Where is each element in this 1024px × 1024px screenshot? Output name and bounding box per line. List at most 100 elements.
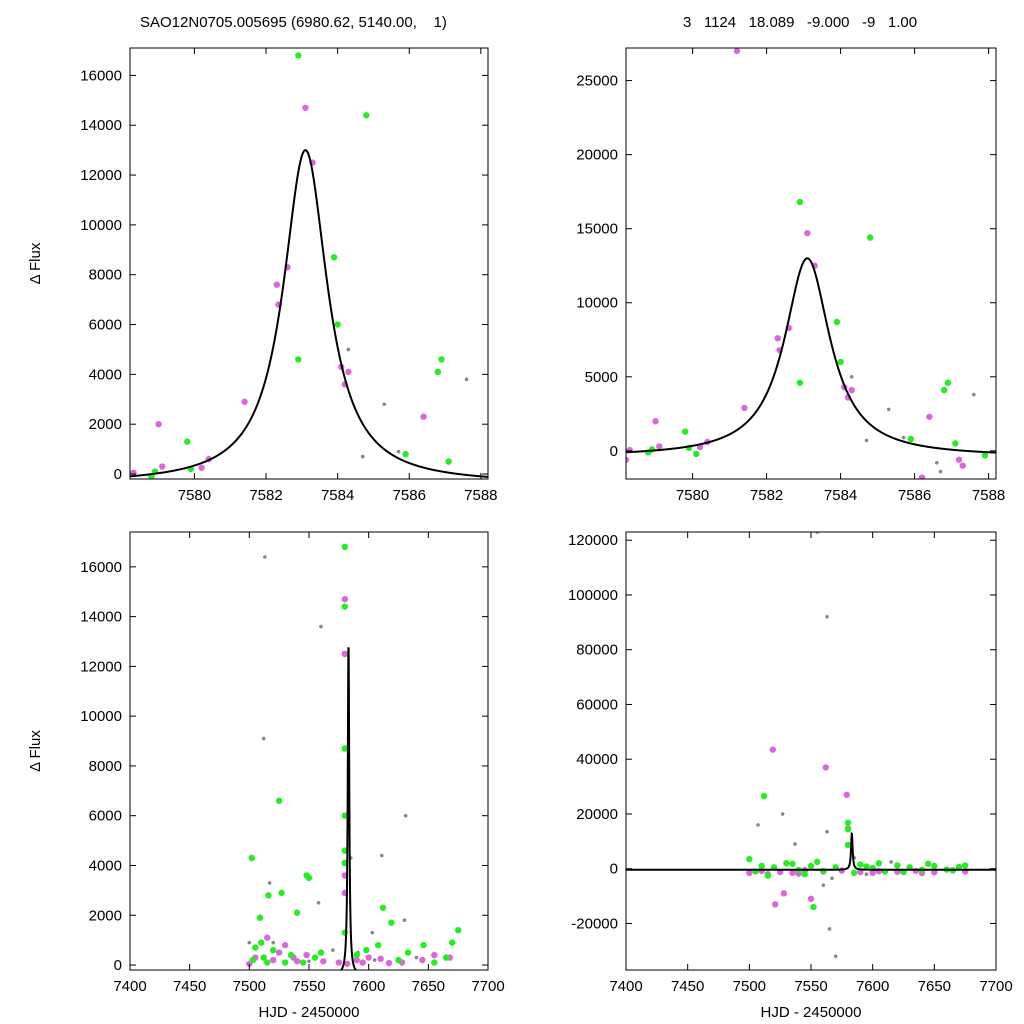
y-tick-label: 0 xyxy=(114,466,122,483)
y-tick-label: -20000 xyxy=(571,915,618,932)
data-point-green xyxy=(760,792,768,800)
plot-area-2 xyxy=(626,48,996,479)
data-point-gray xyxy=(935,460,939,465)
data-point-green xyxy=(264,959,271,966)
data-point-gray xyxy=(833,954,838,959)
y-tick-label: 10000 xyxy=(80,708,122,725)
y-tick-label: 0 xyxy=(610,443,618,460)
data-point-gray xyxy=(346,347,351,352)
plot-area-3 xyxy=(246,543,462,970)
data-point-green xyxy=(395,956,402,964)
y-tick-label: 0 xyxy=(610,861,618,878)
data-point-gray xyxy=(821,883,826,887)
data-point-magenta xyxy=(273,281,280,288)
y-tick-label: 12000 xyxy=(80,658,122,675)
y-tick-label: 6000 xyxy=(89,808,122,825)
data-point-magenta xyxy=(303,951,310,959)
data-point-green xyxy=(281,959,289,966)
plot-area-1 xyxy=(130,52,488,479)
x-tick-label: 7580 xyxy=(676,487,709,504)
data-point-magenta xyxy=(769,746,776,753)
data-point-magenta xyxy=(918,474,926,479)
data-point-magenta xyxy=(377,955,384,962)
data-point-gray xyxy=(972,392,976,397)
y-tick-label: 4000 xyxy=(89,857,122,874)
x-tick-label: 7650 xyxy=(918,978,951,995)
data-point-green xyxy=(758,862,765,870)
plot-frame-3 xyxy=(129,531,489,971)
data-point-magenta xyxy=(343,960,351,967)
data-point-gray xyxy=(271,940,276,945)
data-point-green xyxy=(789,860,796,867)
data-point-green xyxy=(924,860,932,867)
y-axis-label: Δ Flux xyxy=(27,242,44,284)
data-point-green xyxy=(445,458,452,465)
y-tick-label: 15000 xyxy=(576,221,618,238)
data-point-green xyxy=(783,860,790,867)
data-point-gray xyxy=(402,918,407,923)
data-point-gray xyxy=(396,449,401,454)
data-point-green xyxy=(341,745,348,752)
y-tick-label: 8000 xyxy=(89,267,122,284)
x-tick-label: 7550 xyxy=(292,978,325,995)
data-point-green xyxy=(388,919,395,926)
y-tick-label: 40000 xyxy=(576,751,618,768)
data-point-magenta xyxy=(345,368,352,376)
data-point-gray xyxy=(464,377,469,382)
data-point-magenta xyxy=(385,959,393,967)
data-point-green xyxy=(944,379,952,386)
y-axis-label: Δ Flux xyxy=(27,730,44,772)
x-axis-label: HJD - 2450000 xyxy=(761,1004,862,1021)
y-tick-label: 80000 xyxy=(576,642,618,659)
data-point-green xyxy=(764,872,772,879)
data-point-green xyxy=(850,869,858,877)
data-point-green xyxy=(305,874,313,882)
data-point-magenta xyxy=(807,895,815,903)
plot-frame-2 xyxy=(625,47,997,480)
data-point-green xyxy=(837,358,844,366)
data-point-green xyxy=(258,939,265,946)
data-point-green xyxy=(317,949,325,956)
data-point-gray xyxy=(825,829,829,834)
x-tick-label: 7700 xyxy=(979,978,1012,995)
y-tick-label: 12000 xyxy=(80,167,122,184)
data-point-magenta xyxy=(431,951,438,959)
data-point-green xyxy=(249,956,257,964)
x-tick-label: 7588 xyxy=(972,487,1005,504)
data-point-gray xyxy=(372,958,377,962)
plot-frame-4 xyxy=(625,531,997,971)
data-point-gray xyxy=(360,454,365,459)
data-point-gray xyxy=(370,930,375,935)
data-point-green xyxy=(857,861,864,868)
data-point-magenta xyxy=(804,229,811,237)
data-point-gray xyxy=(247,940,252,945)
data-point-green xyxy=(449,939,456,946)
data-point-magenta xyxy=(198,464,205,471)
data-point-green xyxy=(941,386,948,394)
x-tick-label: 7584 xyxy=(824,487,857,504)
y-tick-label: 14000 xyxy=(80,117,122,134)
data-point-green xyxy=(341,812,348,819)
model-curve xyxy=(626,831,996,871)
data-point-green xyxy=(820,867,827,875)
data-point-gray xyxy=(414,955,419,960)
data-point-green xyxy=(931,862,938,870)
data-point-green xyxy=(299,959,307,966)
y-tick-label: 8000 xyxy=(89,758,122,775)
data-point-magenta xyxy=(843,791,850,798)
header-right: 3 1124 18.089 -9.000 -9 1.00 xyxy=(683,14,918,31)
data-point-green xyxy=(981,452,989,459)
data-point-magenta xyxy=(302,104,309,111)
data-point-magenta xyxy=(626,456,630,463)
data-point-magenta xyxy=(822,764,829,771)
data-point-green xyxy=(952,440,959,447)
data-point-green xyxy=(431,959,438,966)
data-point-magenta xyxy=(848,386,855,394)
y-tick-label: 20000 xyxy=(576,806,618,823)
data-point-magenta xyxy=(159,463,166,470)
y-tick-label: 0 xyxy=(114,957,122,974)
model-curve xyxy=(130,149,488,478)
x-tick-label: 7584 xyxy=(321,487,354,504)
y-tick-label: 2000 xyxy=(89,416,122,433)
data-point-green xyxy=(363,946,370,954)
